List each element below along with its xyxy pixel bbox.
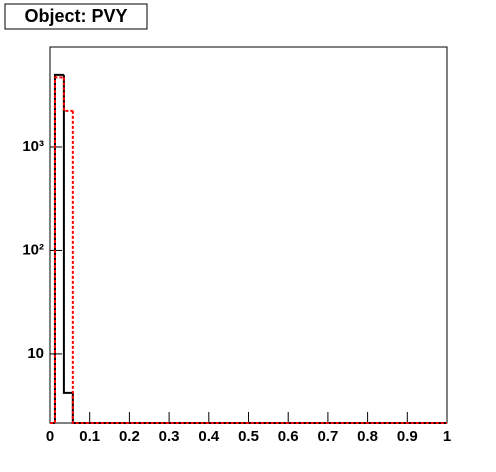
y-tick-label: 10³ (22, 138, 44, 155)
plot-frame (49, 46, 448, 424)
histogram-bin (71, 110, 447, 424)
histogram-bin (53, 76, 64, 423)
x-tick-label: 0.2 (119, 428, 140, 445)
title-box (4, 3, 148, 30)
x-tick-label: 0.5 (238, 428, 259, 445)
x-tick-label: 0 (46, 428, 54, 445)
y-tick-label: 10 (27, 345, 44, 362)
x-tick-label: 0.7 (317, 428, 338, 445)
x-tick-label: 0.3 (159, 428, 180, 445)
x-tick-label: 0.4 (198, 428, 220, 445)
chart-title: Object: PVY (24, 6, 127, 26)
histogram-bin (62, 74, 73, 394)
x-tick-label: 0.9 (397, 428, 418, 445)
histogram-bin (62, 77, 73, 112)
x-tick-label: 0.8 (357, 428, 378, 445)
x-tick-label: 1 (443, 428, 451, 445)
y-tick-label: 10² (22, 241, 44, 258)
x-tick-label: 0.6 (278, 428, 299, 445)
histogram-bin (53, 73, 64, 423)
x-tick-label: 0.1 (79, 428, 100, 445)
